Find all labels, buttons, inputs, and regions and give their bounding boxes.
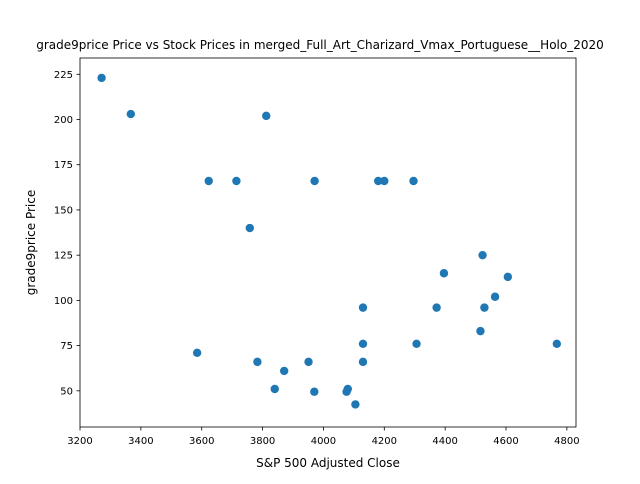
data-point-5 xyxy=(310,176,319,186)
x-tick-label-4: 4000 xyxy=(311,436,336,447)
data-point-18 xyxy=(358,339,368,348)
plot-border xyxy=(79,57,577,428)
chart-title-group: grade9price Price vs Stock Prices in mer… xyxy=(36,38,604,52)
x-axis-label: S&P 500 Adjusted Close xyxy=(256,456,400,470)
data-point-4 xyxy=(232,176,241,186)
y-tick-label-7: 225 xyxy=(54,70,73,81)
data-point-30 xyxy=(351,400,360,409)
data-point-7 xyxy=(380,176,389,186)
data-point-6 xyxy=(374,176,383,186)
data-point-10 xyxy=(478,250,487,260)
data-point-28 xyxy=(310,387,319,396)
y-tick-label-1: 75 xyxy=(60,341,73,352)
data-point-1 xyxy=(126,109,136,119)
x-tick-label-3: 3800 xyxy=(250,436,275,447)
data-point-22 xyxy=(253,357,262,367)
x-tick-label-6: 4400 xyxy=(432,436,457,447)
data-point-20 xyxy=(552,339,562,348)
y-tick-label-2: 100 xyxy=(54,296,73,307)
x-tick-label-0: 3200 xyxy=(67,436,92,447)
x-tick-label-5: 4200 xyxy=(372,436,397,447)
data-point-29 xyxy=(342,387,351,396)
data-point-23 xyxy=(304,357,313,367)
x-tick-label-1: 3400 xyxy=(128,436,153,447)
data-point-14 xyxy=(358,303,368,312)
y-tick-label-3: 125 xyxy=(54,251,73,262)
data-point-12 xyxy=(503,272,513,282)
data-point-0 xyxy=(97,73,106,83)
y-tick-label-6: 200 xyxy=(54,115,73,126)
x-tick-label-8: 4800 xyxy=(554,436,579,447)
data-point-19 xyxy=(412,339,421,348)
data-point-25 xyxy=(279,366,289,376)
data-point-17 xyxy=(476,326,485,336)
data-point-11 xyxy=(439,269,449,278)
x-tick-label-2: 3600 xyxy=(189,436,214,447)
chart-title: grade9price Price vs Stock Prices in mer… xyxy=(36,38,604,52)
plot-area xyxy=(80,58,576,427)
y-axis-label: grade9price Price xyxy=(24,190,38,296)
data-point-24 xyxy=(358,357,368,367)
data-point-3 xyxy=(204,176,213,186)
y-axis-ticks: 50 75 100 125 150 175 200 225 xyxy=(54,70,80,397)
data-point-16 xyxy=(480,303,489,312)
y-tick-label-0: 50 xyxy=(60,386,73,397)
y-tick-label-4: 150 xyxy=(54,205,73,216)
y-tick-label-5: 175 xyxy=(54,160,73,171)
data-point-21 xyxy=(192,348,202,358)
data-point-2 xyxy=(262,111,271,121)
x-tick-label-7: 4600 xyxy=(493,436,518,447)
data-points xyxy=(97,73,562,409)
x-axis-ticks: 3200 3400 3600 3800 4000 4200 4400 4600 4800 xyxy=(67,427,580,447)
data-point-26 xyxy=(270,384,279,394)
data-point-8 xyxy=(409,176,418,186)
data-point-15 xyxy=(432,303,441,312)
data-point-13 xyxy=(490,292,500,301)
data-point-9 xyxy=(245,223,254,233)
